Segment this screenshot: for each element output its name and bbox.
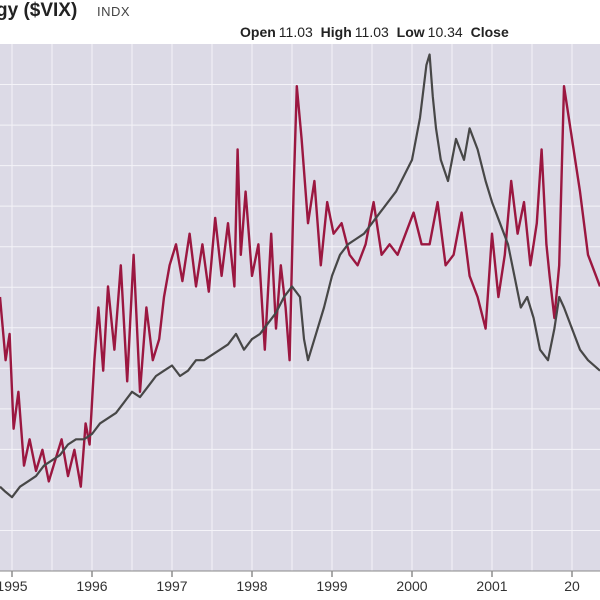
- x-tick-label: 1996: [76, 578, 107, 594]
- series-layer: [0, 53, 600, 499]
- close-label: Close: [470, 24, 509, 40]
- low-value: 10.34: [427, 24, 463, 40]
- x-tick-label: 20: [564, 578, 580, 594]
- x-axis-ticks: 1995 1996 1997 1998 1999 2000 2001 20: [0, 570, 600, 594]
- grid-lines: [0, 44, 600, 571]
- low-label: Low: [396, 24, 425, 40]
- x-tick-label: 1997: [156, 578, 187, 594]
- open-value: 11.03: [278, 24, 313, 40]
- exchange-label: INDX: [97, 4, 131, 19]
- high-label: High: [320, 24, 352, 40]
- series-line-red: [0, 84, 600, 488]
- high-value: 11.03: [354, 24, 389, 40]
- x-tick-label: 1998: [236, 578, 267, 594]
- x-tick-label: 1999: [316, 578, 347, 594]
- chart-title: gy ($VIX): [0, 0, 78, 21]
- ohlc-summary: Open 11.03 High 11.03 Low 10.34 Close: [240, 24, 509, 40]
- open-label: Open: [240, 24, 276, 40]
- x-tick-label: 2000: [396, 578, 427, 594]
- series-line-gray: [0, 53, 600, 499]
- x-tick-label: 1995: [0, 578, 28, 594]
- x-tick-label: 2001: [476, 578, 507, 594]
